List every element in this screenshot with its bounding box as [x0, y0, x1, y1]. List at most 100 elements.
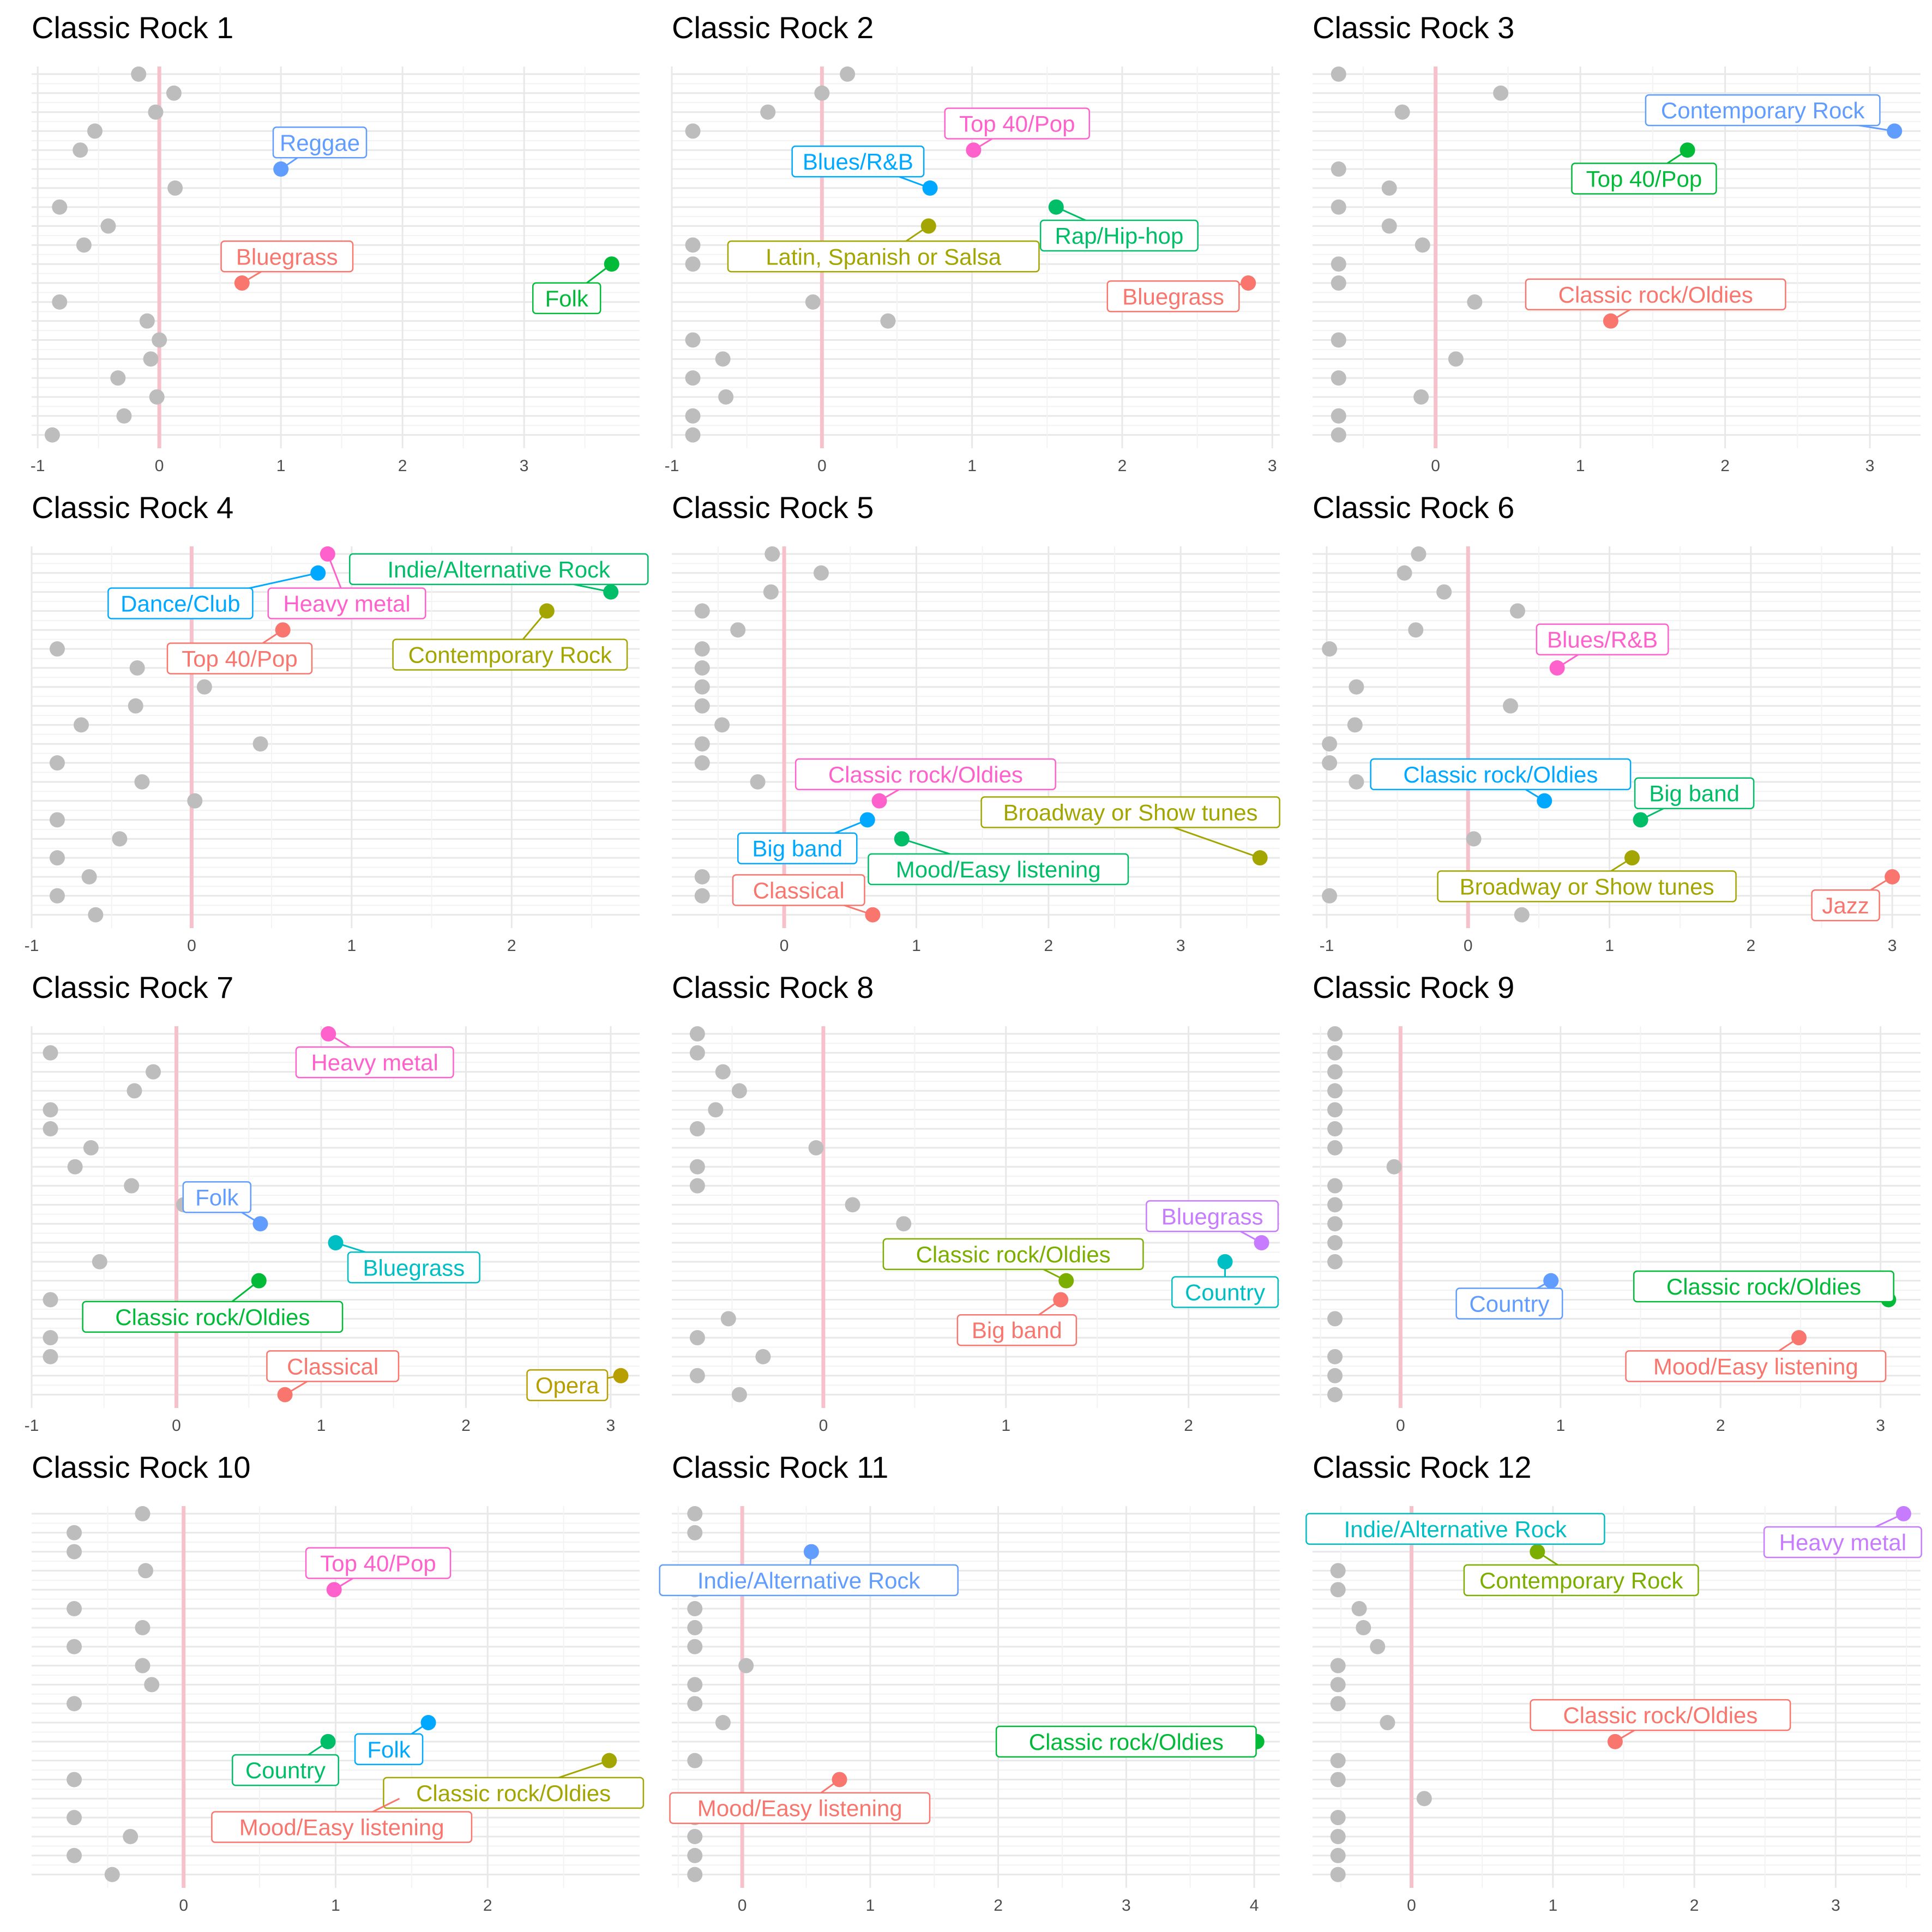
x-tick-label: 3	[1876, 1417, 1885, 1435]
x-tick-label: 3	[1831, 1897, 1840, 1915]
label-box	[980, 796, 1280, 828]
x-tick-label: 0	[1396, 1417, 1405, 1435]
grey-point	[687, 1696, 703, 1712]
label-box	[232, 1754, 340, 1786]
grey-point	[88, 907, 104, 923]
grey-point	[67, 1159, 83, 1175]
gridlines	[1313, 546, 1921, 928]
grey-point	[76, 237, 92, 253]
point-label: Bluegrass	[363, 1255, 465, 1280]
label-box	[791, 145, 925, 178]
grey-point	[718, 389, 734, 405]
grey-point	[49, 888, 65, 904]
x-tick-label: 1	[317, 1417, 326, 1435]
grey-point	[1330, 1753, 1346, 1768]
x-tick-label: -1	[31, 457, 45, 475]
x-tick-label: 2	[507, 937, 516, 955]
x-tick-label: 2	[1118, 457, 1127, 475]
grey-point	[52, 294, 68, 310]
point-label: Folk	[195, 1184, 239, 1210]
grey-point	[138, 1563, 154, 1579]
point-label: Latin, Spanish or Salsa	[766, 244, 1002, 269]
label-box	[1625, 1350, 1887, 1382]
grey-point	[1416, 1791, 1432, 1807]
grey-point	[135, 1620, 151, 1635]
point-label: Classic rock/Oldies	[1563, 1702, 1758, 1728]
grey-point	[750, 774, 766, 790]
x-tick-label: 2	[1716, 1417, 1725, 1435]
panel-6: Classic Rock 6 -1 0 1 2 3 Blues/R&B Classic roc…	[1313, 490, 1921, 955]
label-box	[995, 1725, 1257, 1758]
labels: Heavy metal Folk Bluegrass Classic rock/Old…	[82, 1033, 621, 1401]
point-label: Indie/Alternative Rock	[1344, 1516, 1568, 1542]
labels: Blues/R&B Classic rock/Oldies Big band Broa…	[1370, 623, 1893, 922]
label-box	[1370, 758, 1632, 791]
grey-point	[1394, 104, 1410, 120]
label-box	[944, 107, 1090, 140]
gridlines	[1313, 1506, 1921, 1888]
label-box	[305, 1547, 452, 1579]
label-box	[1811, 889, 1880, 922]
label-box	[392, 639, 628, 671]
gridlines	[672, 1506, 1280, 1888]
point-label: Blues/R&B	[1547, 627, 1658, 653]
point-label: Folk	[367, 1737, 411, 1762]
label-box	[354, 1733, 424, 1766]
grey-point	[1408, 622, 1424, 638]
panel-title: Classic Rock 5	[672, 490, 874, 525]
grey-point	[104, 1867, 120, 1882]
grey-point	[92, 1254, 107, 1269]
point-label: Mood/Easy listening	[697, 1796, 902, 1821]
grey-point	[755, 1349, 771, 1364]
grey-point	[127, 1083, 142, 1099]
label-box	[795, 758, 1056, 791]
point-label: Broadway or Show tunes	[1460, 874, 1714, 899]
highlight-point	[1254, 1235, 1269, 1251]
label-box	[266, 1350, 400, 1382]
x-tick-label: 1	[347, 937, 356, 955]
x-tick-label: 1	[1605, 937, 1614, 955]
grey-point	[1493, 85, 1509, 101]
grey-point	[1327, 1140, 1343, 1155]
panel-title: Classic Rock 11	[672, 1450, 888, 1484]
panel-title: Classic Rock 7	[32, 970, 233, 1004]
labels: Bluegrass Country Classic rock/Oldies Big b…	[882, 1200, 1279, 1346]
grey-point	[1327, 1083, 1343, 1099]
grey-point	[1331, 256, 1346, 272]
grey-point	[694, 736, 710, 752]
point-label: Contemporary Rock	[1661, 98, 1865, 123]
point-label: Classic rock/Oldies	[1666, 1274, 1861, 1299]
x-tick-label: 3	[1122, 1897, 1131, 1915]
grey-point	[1330, 1563, 1346, 1579]
highlight-point	[1603, 313, 1618, 329]
panel-5: Classic Rock 5 0 1 2 3 Classic rock/Oldies Big…	[672, 490, 1280, 955]
grey-point	[67, 1525, 82, 1540]
label-box	[1437, 870, 1737, 902]
label-box	[882, 1238, 1144, 1271]
grey-point	[1331, 370, 1346, 386]
grey-point	[1327, 1368, 1343, 1383]
grey-point	[694, 679, 710, 695]
x-tick-label: 0	[1464, 937, 1473, 955]
label-box	[1536, 623, 1669, 655]
grey-point	[687, 1677, 703, 1693]
grey-point	[694, 888, 710, 904]
x-tick-label: -1	[665, 457, 679, 475]
point-label: Indie/Alternative Rock	[388, 557, 611, 582]
label-box	[211, 1811, 473, 1843]
grey-point	[196, 679, 212, 695]
grey-point	[1330, 1867, 1346, 1882]
x-tick-label: 3	[1176, 937, 1185, 955]
label-box	[526, 1369, 609, 1401]
grey-point	[1322, 641, 1338, 657]
grey-point	[1381, 180, 1397, 196]
grey-point	[731, 1083, 747, 1099]
point-label: Broadway or Show tunes	[1003, 800, 1258, 826]
label-box	[347, 1251, 480, 1284]
grey-point	[143, 351, 159, 367]
panel-title: Classic Rock 12	[1313, 1450, 1531, 1484]
label-box	[182, 1181, 252, 1213]
x-tick-label: 0	[155, 457, 164, 475]
grey-point	[1381, 218, 1397, 234]
grey-point	[1327, 1064, 1343, 1080]
